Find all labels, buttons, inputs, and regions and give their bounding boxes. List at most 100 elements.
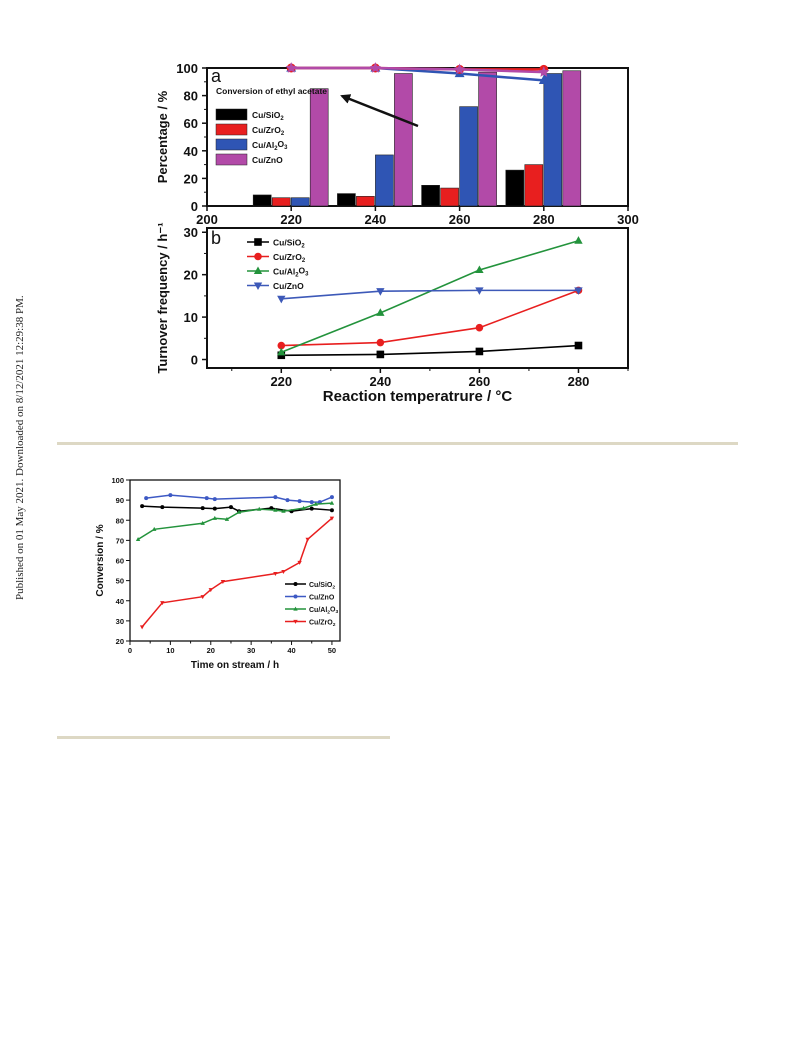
legend-label-cu-sio2: Cu/SiO2 [252, 110, 284, 122]
stream-point-cu-zno [273, 495, 278, 500]
stream-point-cu-al2o3 [329, 500, 335, 505]
y-tick-label-c: 30 [116, 617, 124, 626]
y-tick-label-c: 70 [116, 536, 124, 545]
x-tick-label-b: 240 [370, 374, 392, 389]
legend-marker-b-cu-sio2 [254, 238, 262, 246]
stream-point-cu-al2o3 [200, 520, 205, 525]
legend-label-b-cu-zro2: Cu/ZrO2 [273, 252, 306, 264]
tof-point-cu-zno [574, 287, 583, 295]
y-axis-label-c: Conversion / % [95, 524, 106, 596]
stream-point-cu-al2o3 [257, 506, 262, 511]
legend-label-cu-zno: Cu/ZnO [252, 155, 283, 165]
stream-point-cu-zno [168, 493, 173, 498]
y-tick-label-b: 30 [184, 225, 198, 240]
tof-point-cu-al2o3 [277, 347, 286, 356]
panel-b-frame [206, 227, 629, 369]
bar-cu-al2o3-280 [543, 73, 563, 207]
bar-cu-zno-260 [478, 71, 497, 207]
stream-point-cu-zno [212, 497, 217, 502]
panel-a-label: a [211, 66, 222, 86]
x-tick-label-c: 30 [247, 646, 255, 655]
tof-point-cu-sio2 [574, 341, 583, 350]
stream-point-cu-zro2 [305, 537, 310, 542]
y-tick-label-a: 60 [184, 116, 198, 131]
x-tick-label-a: 240 [365, 212, 387, 227]
bar-cu-sio2-260 [421, 185, 440, 207]
x-axis-label-c: Time on stream / h [191, 660, 279, 671]
tof-point-cu-zno [376, 288, 385, 296]
conversion-selectivity-bar-chart: 0 20 40 60 80 100 200 220 240 260 280 300 a Percentag… [155, 61, 639, 227]
y-tick-label-c: 100 [111, 476, 124, 485]
stream-point-cu-zro2 [281, 569, 286, 574]
legend-label-b-cu-sio2: Cu/SiO2 [273, 238, 305, 250]
stream-point-cu-al2o3 [313, 501, 318, 506]
y-tick-label-b: 10 [184, 310, 198, 325]
y-tick-label-c: 60 [116, 557, 124, 566]
x-tick-label-a: 260 [449, 212, 471, 227]
stream-point-cu-al2o3 [273, 507, 278, 512]
legend-marker-c-cu-al2o3 [293, 606, 298, 611]
legend-swatch-cu-sio2 [215, 108, 248, 121]
stream-point-cu-sio2 [140, 504, 145, 509]
x-tick-label-b: 220 [270, 374, 292, 389]
stream-point-cu-al2o3 [135, 536, 141, 541]
tof-line-cu-zro2 [281, 289, 579, 347]
legend-label-c-cu-zro2: Cu/ZrO2 [309, 620, 336, 628]
legend-marker-c-cu-sio2 [293, 582, 298, 586]
x-tick-label-c: 50 [328, 646, 336, 655]
figure-divider-top [57, 442, 738, 445]
legend-label-c-cu-sio2: Cu/SiO2 [309, 582, 335, 590]
stream-line-cu-zro2 [141, 517, 333, 628]
tof-point-cu-sio2 [376, 350, 385, 359]
stream-point-cu-al2o3 [224, 516, 230, 521]
legend-swatch-cu-zno [215, 153, 248, 166]
x-tick-label-c: 40 [287, 646, 295, 655]
y-axis-label-b: Turnover frequency / h⁻¹ [155, 222, 170, 373]
tof-point-cu-zro2 [376, 338, 385, 347]
tof-point-cu-zno [277, 295, 286, 304]
bar-cu-zno-240 [394, 73, 413, 207]
legend-marker-b-cu-zno [253, 282, 263, 291]
conversion-point-cu-zno [369, 62, 381, 73]
legend-label-b-cu-zno: Cu/ZnO [273, 281, 304, 291]
y-tick-label-a: 80 [184, 89, 198, 104]
tof-point-cu-zno [475, 287, 484, 295]
stream-point-cu-zro2 [208, 588, 213, 593]
y-tick-label-a: 100 [176, 61, 198, 76]
annotation-arrow [340, 94, 419, 128]
y-tick-label-c: 40 [116, 597, 124, 606]
bar-cu-zno-220 [309, 88, 329, 207]
x-tick-label-c: 10 [166, 646, 174, 655]
stream-point-cu-zno [144, 496, 149, 501]
x-tick-label-b: 280 [568, 374, 590, 389]
x-axis-label-b: Reaction temperatrure / °C [323, 388, 513, 405]
y-tick-label-c: 90 [116, 496, 124, 505]
figure-divider-bottom [57, 736, 390, 739]
stream-point-cu-zno [285, 498, 290, 503]
tof-line-cu-zno [281, 289, 579, 300]
stream-point-cu-zno [204, 496, 209, 501]
conversion-point-cu-al2o3 [538, 75, 549, 85]
y-axis-label-a: Percentage / % [155, 90, 170, 183]
turnover-frequency-line-chart: 0 10 20 30 220 240 260 280 b Turnover frequency /… [155, 222, 629, 405]
stream-point-cu-zno [297, 499, 302, 504]
bar-cu-al2o3-260 [459, 106, 478, 207]
y-tick-label-c: 50 [116, 577, 124, 586]
tof-point-cu-al2o3 [574, 236, 583, 244]
tof-point-cu-zro2 [277, 341, 286, 350]
stream-point-cu-al2o3 [281, 508, 286, 513]
stream-line-cu-zno [146, 494, 333, 503]
x-tick-label-c: 0 [128, 646, 132, 655]
stream-point-cu-zro2 [273, 571, 278, 576]
bar-cu-sio2-240 [337, 193, 356, 207]
bar-cu-al2o3-240 [375, 154, 394, 207]
conversion-line-cu-zno [291, 66, 544, 74]
x-tick-label-a: 220 [280, 212, 302, 227]
bar-cu-zro2-280 [524, 164, 544, 207]
stream-point-cu-sio2 [160, 505, 165, 510]
stream-point-cu-sio2 [228, 505, 233, 510]
stream-point-cu-zro2 [297, 560, 302, 565]
y-tick-label-a: 20 [184, 171, 198, 186]
tof-point-cu-sio2 [475, 347, 484, 356]
stream-line-cu-sio2 [142, 505, 332, 512]
